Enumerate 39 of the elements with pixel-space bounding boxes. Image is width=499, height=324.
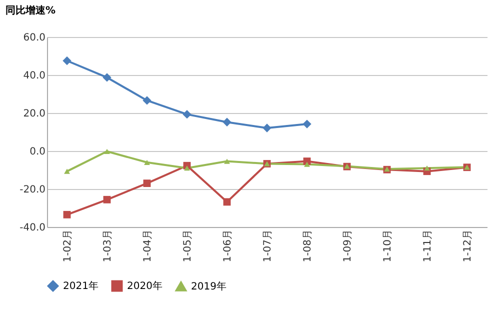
y-tick-label: 40.0 — [23, 70, 46, 82]
point — [424, 166, 430, 171]
y-tick-label: 60.0 — [23, 32, 46, 44]
point — [222, 118, 232, 126]
legend-label: 2020年 — [127, 280, 162, 292]
point — [224, 158, 230, 164]
x-tick-label: 1-12月 — [462, 230, 474, 262]
x-tick-label: 1-03月 — [102, 230, 114, 262]
point — [302, 120, 312, 128]
point — [103, 196, 111, 204]
point — [102, 73, 112, 82]
point — [262, 124, 272, 132]
point — [142, 96, 152, 105]
x-tick-label: 1-04月 — [142, 230, 154, 262]
point — [63, 210, 71, 218]
legend-label: 2019年 — [191, 280, 226, 292]
point — [64, 168, 70, 174]
x-tick-label: 1-07月 — [262, 230, 274, 262]
point — [104, 148, 110, 154]
point — [304, 162, 310, 167]
x-tick-label: 1-11月 — [422, 230, 434, 262]
legend-label: 2021年 — [63, 280, 98, 292]
point — [62, 56, 72, 66]
x-tick-label: 1-05月 — [182, 230, 194, 262]
y-tick-label: 20.0 — [23, 108, 46, 120]
x-tick-label: 1-06月 — [222, 230, 234, 262]
point — [184, 166, 190, 171]
y-axis-title: 同比增速% — [6, 4, 56, 16]
point — [144, 160, 150, 165]
point — [143, 180, 151, 188]
y-tick-label: -20.0 — [20, 184, 46, 196]
x-tick-label: 1-08月 — [302, 230, 314, 262]
y-tick-label: 0.0 — [30, 146, 46, 158]
y-tick-label: -40.0 — [20, 222, 46, 234]
point — [223, 198, 231, 206]
point — [182, 110, 192, 119]
x-tick-label: 1-09月 — [342, 230, 354, 262]
x-tick-label: 1-10月 — [382, 230, 394, 262]
x-tick-label: 1-02月 — [62, 230, 74, 262]
